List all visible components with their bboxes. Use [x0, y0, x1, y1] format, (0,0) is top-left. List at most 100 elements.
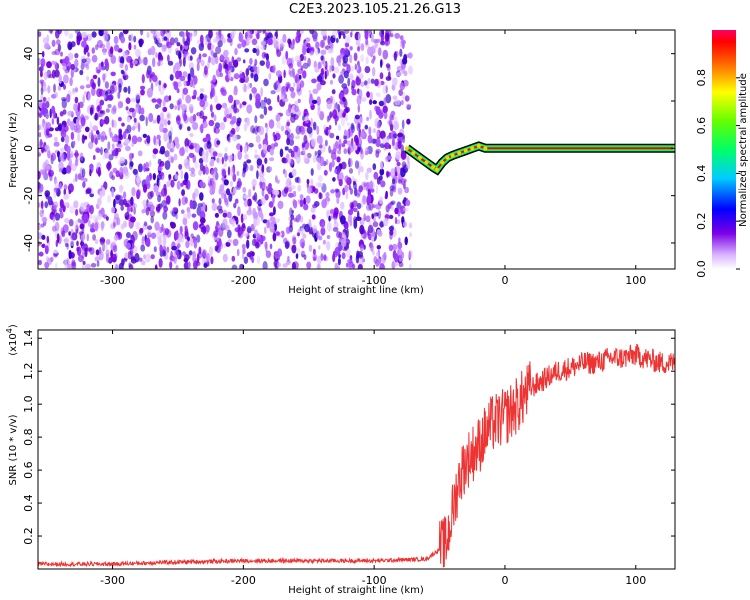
noise-speck — [400, 205, 406, 215]
noise-speck — [354, 187, 358, 197]
noise-speck — [326, 115, 330, 123]
noise-speck — [405, 199, 411, 207]
trace-point — [424, 160, 429, 165]
noise-speck — [303, 56, 307, 61]
noise-speck — [182, 217, 188, 226]
noise-speck — [355, 39, 360, 46]
noise-speck — [129, 161, 134, 168]
noise-speck — [385, 85, 388, 94]
noise-speck — [160, 30, 164, 37]
noise-speck — [224, 59, 228, 65]
noise-speck — [46, 61, 52, 69]
noise-speck — [241, 170, 246, 178]
noise-speck — [161, 188, 166, 197]
noise-speck — [272, 194, 275, 204]
noise-speck — [363, 80, 368, 86]
noise-speck — [53, 204, 57, 210]
noise-speck — [358, 116, 364, 125]
noise-speck — [336, 55, 342, 64]
noise-speck — [297, 68, 303, 75]
noise-speck — [357, 264, 363, 269]
noise-speck — [68, 190, 71, 195]
noise-speck — [55, 239, 58, 248]
noise-speck — [41, 50, 45, 58]
noise-speck — [233, 73, 240, 80]
noise-speck — [153, 246, 157, 253]
noise-speck — [399, 82, 405, 91]
noise-speck — [263, 53, 269, 58]
noise-speck — [355, 76, 362, 86]
noise-speck — [288, 63, 294, 69]
noise-speck — [277, 94, 280, 103]
noise-speck — [360, 147, 363, 155]
noise-speck — [87, 219, 91, 227]
noise-speck — [346, 228, 349, 238]
noise-speck — [156, 177, 160, 188]
noise-speck — [300, 65, 304, 71]
noise-speck — [236, 248, 240, 257]
noise-speck — [179, 75, 186, 82]
noise-speck — [262, 30, 266, 35]
noise-speck — [119, 185, 124, 191]
noise-speck — [167, 54, 170, 63]
noise-speck — [354, 114, 360, 120]
noise-speck — [403, 221, 407, 228]
noise-speck — [389, 229, 394, 236]
noise-speck — [46, 144, 51, 155]
colorbar-gradient — [712, 30, 736, 269]
noise-speck — [192, 192, 196, 201]
noise-speck — [85, 189, 89, 195]
noise-speck — [409, 232, 412, 238]
noise-speck — [275, 70, 282, 78]
noise-speck — [347, 77, 351, 87]
noise-speck — [338, 179, 343, 187]
noise-speck — [345, 114, 348, 122]
noise-speck — [337, 257, 341, 266]
noise-speck — [91, 47, 96, 54]
noise-speck — [170, 222, 177, 229]
noise-speck — [284, 241, 290, 249]
noise-speck — [299, 199, 304, 208]
noise-speck — [273, 223, 278, 231]
noise-speck — [229, 120, 235, 125]
noise-speck — [196, 56, 202, 64]
noise-speck — [53, 141, 60, 147]
noise-speck — [50, 152, 57, 161]
noise-speck — [335, 140, 339, 149]
noise-speck — [384, 142, 390, 150]
noise-speck — [178, 198, 181, 207]
noise-speck — [316, 75, 323, 83]
noise-speck — [354, 160, 360, 169]
noise-speck — [289, 70, 295, 78]
noise-speck — [38, 259, 42, 266]
noise-speck — [394, 253, 399, 263]
noise-speck — [88, 141, 94, 150]
noise-speck — [223, 63, 229, 69]
noise-speck — [407, 52, 413, 59]
noise-speck — [364, 124, 369, 130]
noise-speck — [214, 122, 221, 129]
noise-speck — [231, 255, 236, 262]
noise-speck — [317, 175, 323, 183]
colorbar-tick-label: 0.2 — [695, 212, 708, 230]
top-y-axis-label: Frequency (Hz) — [8, 112, 19, 188]
noise-speck — [139, 227, 144, 234]
noise-speck — [157, 166, 163, 172]
noise-speck — [358, 73, 364, 80]
noise-speck — [325, 139, 328, 147]
noise-speck — [380, 34, 385, 42]
noise-speck — [395, 171, 398, 177]
noise-speck — [103, 181, 108, 190]
noise-speck — [208, 55, 211, 64]
noise-speck — [166, 246, 170, 253]
noise-speck — [404, 237, 409, 243]
noise-speck — [121, 122, 125, 127]
noise-speck — [357, 251, 364, 258]
noise-speck — [351, 30, 354, 33]
noise-speck — [178, 98, 182, 105]
noise-speck — [247, 198, 252, 207]
noise-speck — [365, 171, 369, 181]
noise-speck — [114, 234, 119, 241]
noise-speck — [105, 239, 111, 245]
noise-speck — [407, 155, 410, 164]
